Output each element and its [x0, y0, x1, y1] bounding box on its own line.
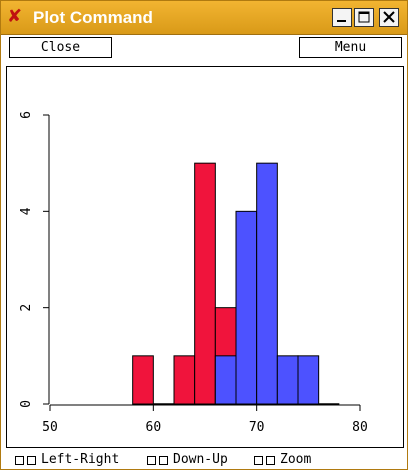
x-tick-label: 80	[352, 420, 368, 435]
zoom-control[interactable]: Zoom	[254, 453, 311, 467]
histogram-bar	[297, 355, 320, 405]
y-tick-label: 2	[19, 304, 34, 312]
left-right-checkbox-2[interactable]	[27, 455, 36, 465]
histogram-bar	[194, 162, 216, 405]
histogram-bar	[132, 355, 154, 405]
histogram-bar	[256, 162, 278, 405]
minimize-icon	[337, 20, 346, 22]
menu-button[interactable]: Menu	[299, 37, 402, 58]
plot-area[interactable]: 50 60 70 80 0 2 4 6	[6, 66, 404, 448]
zoom-checkbox-2[interactable]	[266, 455, 275, 465]
window-title: Plot Command	[33, 8, 153, 27]
histogram-bar	[173, 355, 196, 405]
histogram-bar	[235, 210, 258, 405]
minimize-button[interactable]	[332, 8, 352, 27]
y-tick-label: 6	[19, 111, 34, 119]
y-tick-label: 4	[19, 207, 34, 215]
close-window-button[interactable]	[379, 8, 399, 27]
close-icon	[383, 11, 395, 23]
x-app-icon[interactable]: ✘	[7, 6, 23, 27]
down-up-control[interactable]: Down-Up	[147, 453, 228, 467]
x-tick-label: 50	[42, 420, 58, 435]
zoom-checkbox-1[interactable]	[254, 455, 263, 465]
x-tick-label: 70	[249, 420, 265, 435]
close-button[interactable]: Close	[9, 37, 112, 58]
x-tick-label: 60	[146, 420, 162, 435]
left-right-label: Left-Right	[41, 452, 120, 467]
down-up-checkbox-2[interactable]	[159, 455, 168, 465]
y-tick-label: 0	[19, 400, 34, 408]
left-right-checkbox-1[interactable]	[15, 455, 24, 465]
down-up-label: Down-Up	[173, 452, 228, 467]
histogram-bar	[214, 355, 237, 405]
histogram-bar	[276, 355, 299, 405]
zoom-label: Zoom	[280, 452, 312, 467]
bottom-controls: Left-Right Down-Up Zoom	[1, 451, 407, 469]
maximize-icon	[358, 11, 370, 23]
histogram-chart: 50 60 70 80 0 2 4 6	[19, 111, 368, 435]
down-up-checkbox-1[interactable]	[147, 455, 156, 465]
maximize-button[interactable]	[354, 8, 374, 27]
title-bar[interactable]: ✘ Plot Command	[1, 1, 407, 35]
left-right-control[interactable]: Left-Right	[15, 453, 119, 467]
